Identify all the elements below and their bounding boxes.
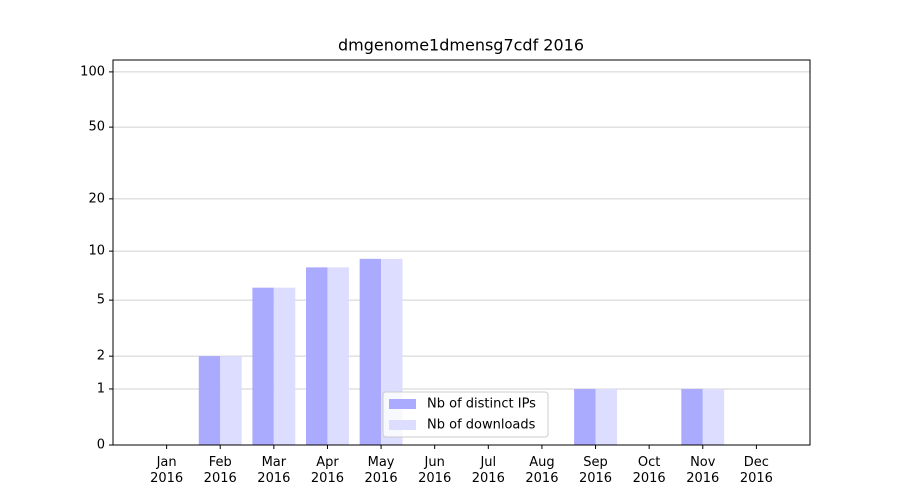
plot-area <box>113 71 810 446</box>
x-tick-label: Jan 2016 <box>150 455 183 486</box>
bar <box>252 287 274 445</box>
x-tick-label: Oct 2016 <box>633 455 666 486</box>
legend-swatch <box>389 420 416 430</box>
x-tick-label: Feb 2016 <box>204 455 237 486</box>
y-tick-label: 5 <box>97 293 105 308</box>
bar <box>306 267 328 445</box>
bar <box>681 388 703 445</box>
bar <box>198 356 221 445</box>
y-tick-label: 1 <box>97 381 105 396</box>
legend-swatch <box>389 399 416 409</box>
legend-label: Nb of downloads <box>427 418 536 433</box>
bar <box>220 356 242 445</box>
bar <box>702 388 725 445</box>
y-tick-label: 100 <box>80 64 105 79</box>
x-tick-label: Jul 2016 <box>472 455 505 486</box>
x-tick-label: Sep 2016 <box>579 455 612 486</box>
y-tick-label: 50 <box>88 120 105 135</box>
x-tick-label: Apr 2016 <box>311 455 344 486</box>
bar <box>273 287 296 445</box>
x-tick-label: Dec 2016 <box>740 455 773 486</box>
x-tick-label: May 2016 <box>365 455 398 486</box>
x-tick-label: Jun 2016 <box>418 455 451 486</box>
axes-frame <box>112 59 811 446</box>
chart-title: dmgenome1dmensg7cdf 2016 <box>338 36 584 55</box>
y-tick-label: 0 <box>97 438 105 453</box>
y-tick-label: 10 <box>88 244 105 259</box>
x-tick-label: Mar 2016 <box>257 455 290 486</box>
y-tick-label: 2 <box>97 349 105 364</box>
legend-label: Nb of distinct IPs <box>427 397 536 412</box>
legend-box <box>382 391 549 438</box>
x-tick-label: Nov 2016 <box>686 455 719 486</box>
bar <box>574 388 596 445</box>
y-tick-label: 20 <box>88 191 105 206</box>
x-tick-label: Aug 2016 <box>525 455 558 486</box>
bar <box>595 388 617 445</box>
bar <box>327 267 349 445</box>
bar <box>359 258 382 445</box>
